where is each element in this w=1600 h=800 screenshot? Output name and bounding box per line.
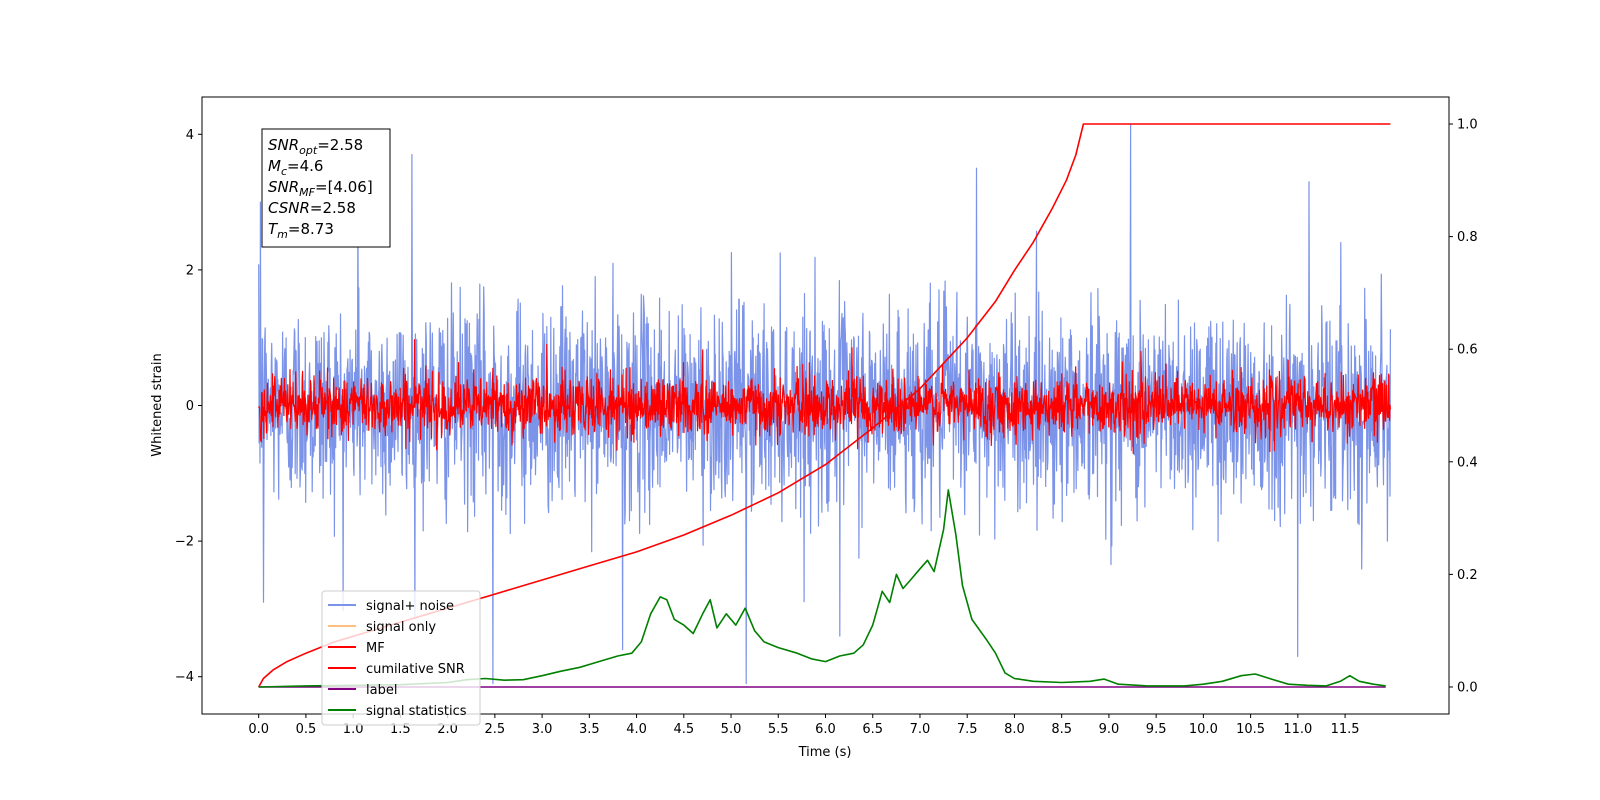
y2-tick-label: 1.0 <box>1457 118 1478 133</box>
annotation-line: SNRMF=[4.06] <box>268 178 373 199</box>
y2-tick-label: 0.2 <box>1457 568 1478 583</box>
x-axis: 0.0 0.5 1.0 1.5 2.0 2.5 3.0 3.5 4.0 4.5 5.0 5.5 6.0 6… <box>248 714 1360 737</box>
x-tick-label: 9.5 <box>1146 722 1167 737</box>
y2-tick-label: 0.8 <box>1457 230 1478 245</box>
y-tick-label: 4 <box>186 128 194 143</box>
x-tick-label: 0.0 <box>248 722 269 737</box>
x-tick-label: 10.5 <box>1236 722 1265 737</box>
x-tick-label: 11.5 <box>1331 722 1360 737</box>
x-tick-label: 6.0 <box>815 722 836 737</box>
annotation-line: SNRopt=2.58 <box>268 136 363 157</box>
x-tick-label: 9.0 <box>1099 722 1120 737</box>
x-tick-label: 7.5 <box>957 722 978 737</box>
x-axis-label: Time (s) <box>798 745 852 760</box>
y2-tick-label: 0.6 <box>1457 343 1478 358</box>
x-tick-label: 6.5 <box>862 722 883 737</box>
y-tick-label: 2 <box>186 263 194 278</box>
series-signal-statistics <box>258 489 1386 688</box>
x-tick-label: 2.0 <box>437 722 458 737</box>
legend-label-label: label <box>366 683 397 698</box>
x-tick-label: 11.0 <box>1283 722 1312 737</box>
x-tick-label: 1.5 <box>390 722 411 737</box>
x-tick-label: 10.0 <box>1189 722 1218 737</box>
legend-label-signal-only: signal only <box>366 620 436 635</box>
x-tick-label: 4.5 <box>673 722 694 737</box>
x-tick-label: 5.5 <box>768 722 789 737</box>
legend-label-mf: MF <box>366 641 385 656</box>
annotation-line: Mc=4.6 <box>268 157 323 178</box>
legend-label-signal-statistics: signal statistics <box>366 704 467 719</box>
x-tick-label: 7.0 <box>910 722 931 737</box>
x-tick-label: 8.5 <box>1051 722 1072 737</box>
x-tick-label: 3.0 <box>532 722 553 737</box>
x-tick-label: 3.5 <box>579 722 600 737</box>
y-tick-label: −4 <box>175 670 194 685</box>
series-mf <box>258 339 1391 454</box>
legend-frame <box>321 590 481 726</box>
y2-tick-label: 0.4 <box>1457 455 1478 470</box>
x-tick-label: 4.0 <box>626 722 647 737</box>
x-tick-label: 1.0 <box>343 722 364 737</box>
legend: signal+ noise signal only MF cumilative SNR… <box>321 590 481 726</box>
legend-label-signal-noise: signal+ noise <box>366 599 454 614</box>
y-axis-left: −4 −2 0 2 4 <box>175 128 202 685</box>
series-signal-noise <box>258 123 1391 685</box>
annotation-frame <box>261 128 391 248</box>
y-tick-label: 0 <box>186 399 194 414</box>
y-axis-right: 0.0 0.2 0.4 0.6 0.8 1.0 <box>1449 118 1478 695</box>
y2-tick-label: 0.0 <box>1457 680 1478 695</box>
x-tick-label: 5.0 <box>721 722 742 737</box>
x-tick-label: 2.5 <box>485 722 506 737</box>
y-axis-label: Whitened strain <box>150 353 165 456</box>
annotation-line: CSNR=2.58 <box>268 199 356 217</box>
y-tick-label: −2 <box>175 535 194 550</box>
annotation-line: Tm=8.73 <box>268 220 334 241</box>
x-tick-label: 0.5 <box>296 722 317 737</box>
legend-label-cumilative-snr: cumilative SNR <box>366 662 465 677</box>
x-tick-label: 8.0 <box>1004 722 1025 737</box>
